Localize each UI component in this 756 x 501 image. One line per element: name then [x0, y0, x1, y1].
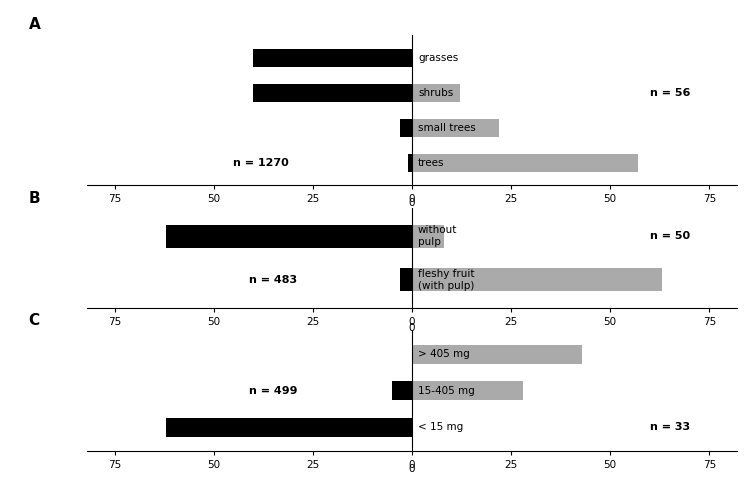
Bar — [253, 49, 412, 67]
Text: < 15 mg: < 15 mg — [418, 422, 463, 432]
Text: shrubs: shrubs — [418, 88, 453, 98]
Bar — [166, 225, 412, 247]
Bar — [253, 84, 412, 102]
Text: n = 50: n = 50 — [649, 231, 689, 241]
Text: small trees: small trees — [418, 123, 476, 133]
Bar — [166, 418, 412, 437]
Text: B: B — [29, 191, 40, 206]
Text: 15-405 mg: 15-405 mg — [418, 386, 475, 396]
Text: A: A — [29, 17, 40, 32]
Bar — [412, 119, 499, 137]
Text: n = 499: n = 499 — [249, 386, 298, 396]
Bar — [408, 154, 412, 172]
Bar — [412, 154, 638, 172]
Bar — [412, 225, 444, 247]
Text: 0: 0 — [409, 463, 415, 473]
Bar — [392, 381, 412, 400]
Bar — [412, 84, 460, 102]
Text: fleshy fruit
(with pulp): fleshy fruit (with pulp) — [418, 269, 475, 291]
Text: n = 56: n = 56 — [649, 88, 690, 98]
Bar — [400, 119, 412, 137]
Text: trees: trees — [418, 158, 445, 168]
Text: 0: 0 — [409, 197, 415, 207]
Bar — [412, 345, 582, 364]
Text: n = 33: n = 33 — [649, 422, 689, 432]
Bar — [412, 269, 662, 291]
Bar — [412, 381, 523, 400]
Bar — [400, 269, 412, 291]
Text: 0: 0 — [409, 323, 415, 333]
Text: C: C — [29, 313, 39, 328]
Text: > 405 mg: > 405 mg — [418, 349, 469, 359]
Text: n = 483: n = 483 — [249, 275, 297, 285]
Text: n = 1270: n = 1270 — [234, 158, 290, 168]
Text: without
pulp: without pulp — [418, 225, 457, 247]
Text: grasses: grasses — [418, 53, 458, 63]
